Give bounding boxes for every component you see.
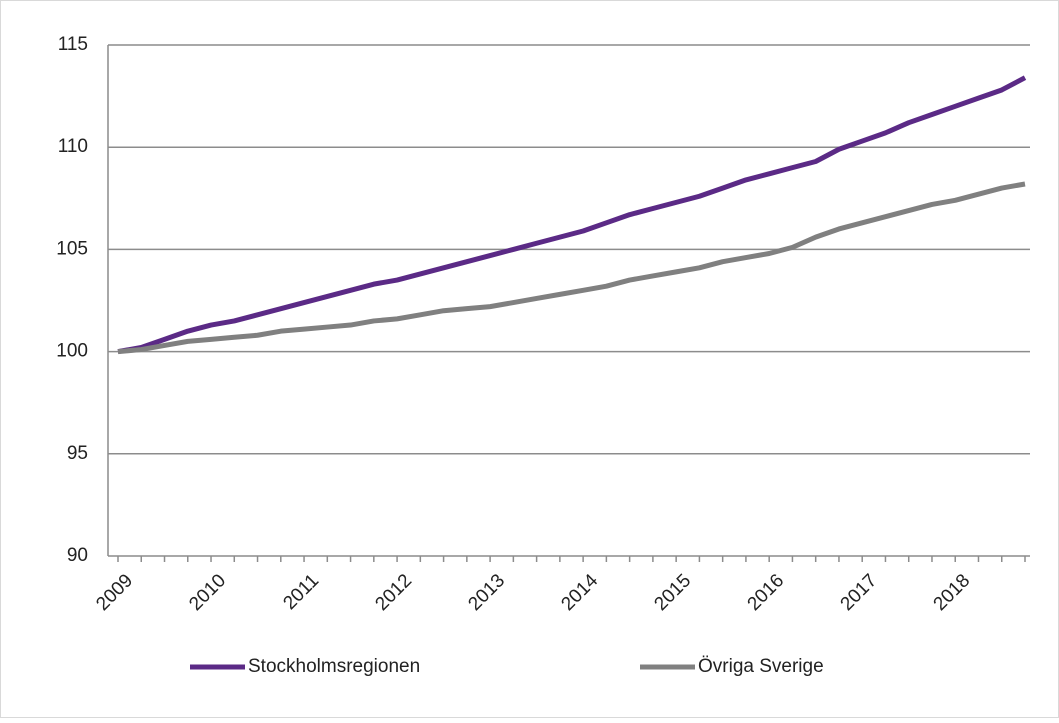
y-tick-label: 100	[56, 341, 88, 362]
y-tick-label: 105	[56, 238, 88, 259]
y-tick-label: 110	[58, 136, 88, 157]
legend-label: Stockholmsregionen	[248, 656, 420, 677]
legend-label: Övriga Sverige	[698, 656, 824, 677]
line-series	[117, 181, 1026, 355]
line-series	[117, 75, 1027, 355]
y-tick-label: 95	[67, 443, 88, 464]
y-tick-label: 90	[67, 545, 88, 566]
y-tick-label: 115	[58, 34, 88, 55]
